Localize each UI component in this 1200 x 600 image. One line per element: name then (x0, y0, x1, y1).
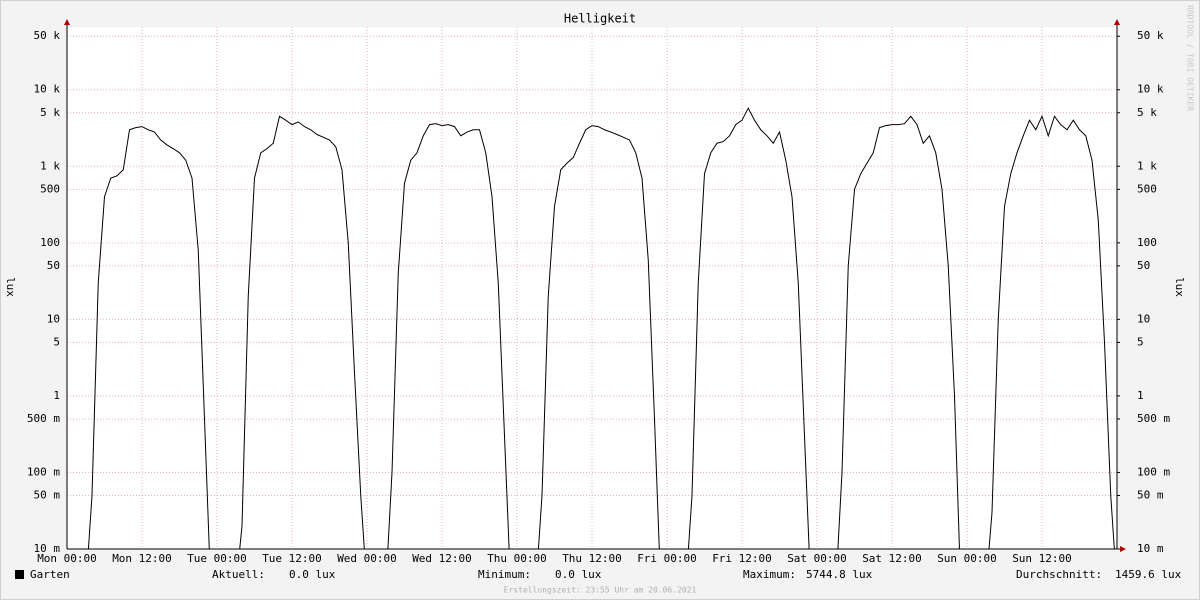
y2-tick-label: 500 m (1137, 412, 1170, 425)
stat-label: Aktuell: (212, 568, 265, 581)
stat-label: Minimum: (478, 568, 531, 581)
y2-tick-label: 50 m (1137, 488, 1164, 501)
x-tick-label: Tue 00:00 (187, 552, 247, 565)
y2-axis-label: lux (1173, 277, 1186, 297)
y2-tick-label: 100 (1137, 236, 1157, 249)
series-line (87, 107, 1115, 549)
y-tick-label: 1 (53, 389, 60, 402)
y-tick-label: 5 k (40, 106, 60, 119)
x-tick-label: Thu 00:00 (487, 552, 547, 565)
stat-value: 1459.6 lux (1115, 568, 1182, 581)
legend-swatch (15, 570, 24, 579)
y2-tick-label: 5 k (1137, 106, 1157, 119)
x-tick-label: Sun 00:00 (937, 552, 997, 565)
legend-label: Garten (30, 568, 70, 581)
stat-value: 0.0 lux (555, 568, 602, 581)
stat-label: Maximum: (743, 568, 796, 581)
y-tick-label: 5 (53, 335, 60, 348)
y-tick-label: 50 (47, 259, 60, 272)
x-tick-label: Wed 12:00 (412, 552, 472, 565)
y-axis-label: lux (4, 277, 17, 297)
watermark: RRDTOOL / TOBI OETIKER (1186, 5, 1195, 111)
x-tick-label: Mon 12:00 (112, 552, 172, 565)
y-tick-label: 50 k (34, 29, 61, 42)
y2-tick-label: 5 (1137, 335, 1144, 348)
y2-tick-label: 50 (1137, 259, 1150, 272)
chart-title: Helligkeit (564, 12, 636, 26)
y2-tick-label: 10 m (1137, 542, 1164, 555)
x-tick-label: Wed 00:00 (337, 552, 397, 565)
x-tick-label: Fri 00:00 (637, 552, 697, 565)
y2-tick-label: 100 m (1137, 465, 1170, 478)
stat-value: 0.0 lux (289, 568, 336, 581)
stat-label: Durchschnitt: (1016, 568, 1102, 581)
y-tick-label: 10 (47, 312, 60, 325)
axes (64, 19, 1126, 552)
axis-arrow (1114, 19, 1120, 25)
stat-value: 5744.8 lux (806, 568, 873, 581)
y-tick-label: 100 (40, 236, 60, 249)
y2-tick-label: 1 k (1137, 159, 1157, 172)
y-tick-label: 100 m (27, 465, 60, 478)
x-tick-label: Sat 00:00 (787, 552, 847, 565)
y-tick-label: 1 k (40, 159, 60, 172)
x-tick-label: Tue 12:00 (262, 552, 322, 565)
y2-tick-label: 500 (1137, 182, 1157, 195)
y2-tick-label: 10 (1137, 312, 1150, 325)
y-tick-label: 50 m (34, 488, 61, 501)
x-tick-label: Thu 12:00 (562, 552, 622, 565)
y-tick-label: 10 m (34, 542, 61, 555)
y-tick-label: 500 (40, 182, 60, 195)
axis-arrow (64, 19, 70, 25)
y2-tick-label: 10 k (1137, 83, 1164, 96)
footer: Erstellungszeit: 23:55 Uhr am 20.06.2021 (504, 586, 697, 595)
x-tick-label: Sun 12:00 (1012, 552, 1072, 565)
y2-tick-label: 50 k (1137, 29, 1164, 42)
x-tick-label: Fri 12:00 (712, 552, 772, 565)
axis-arrow (1120, 546, 1126, 552)
marks (87, 107, 1115, 549)
grid (66, 27, 1117, 550)
y-tick-label: 10 k (34, 83, 61, 96)
y-tick-label: 500 m (27, 412, 60, 425)
x-tick-label: Mon 00:00 (37, 552, 97, 565)
x-tick-label: Sat 12:00 (862, 552, 922, 565)
y2-tick-label: 1 (1137, 389, 1144, 402)
